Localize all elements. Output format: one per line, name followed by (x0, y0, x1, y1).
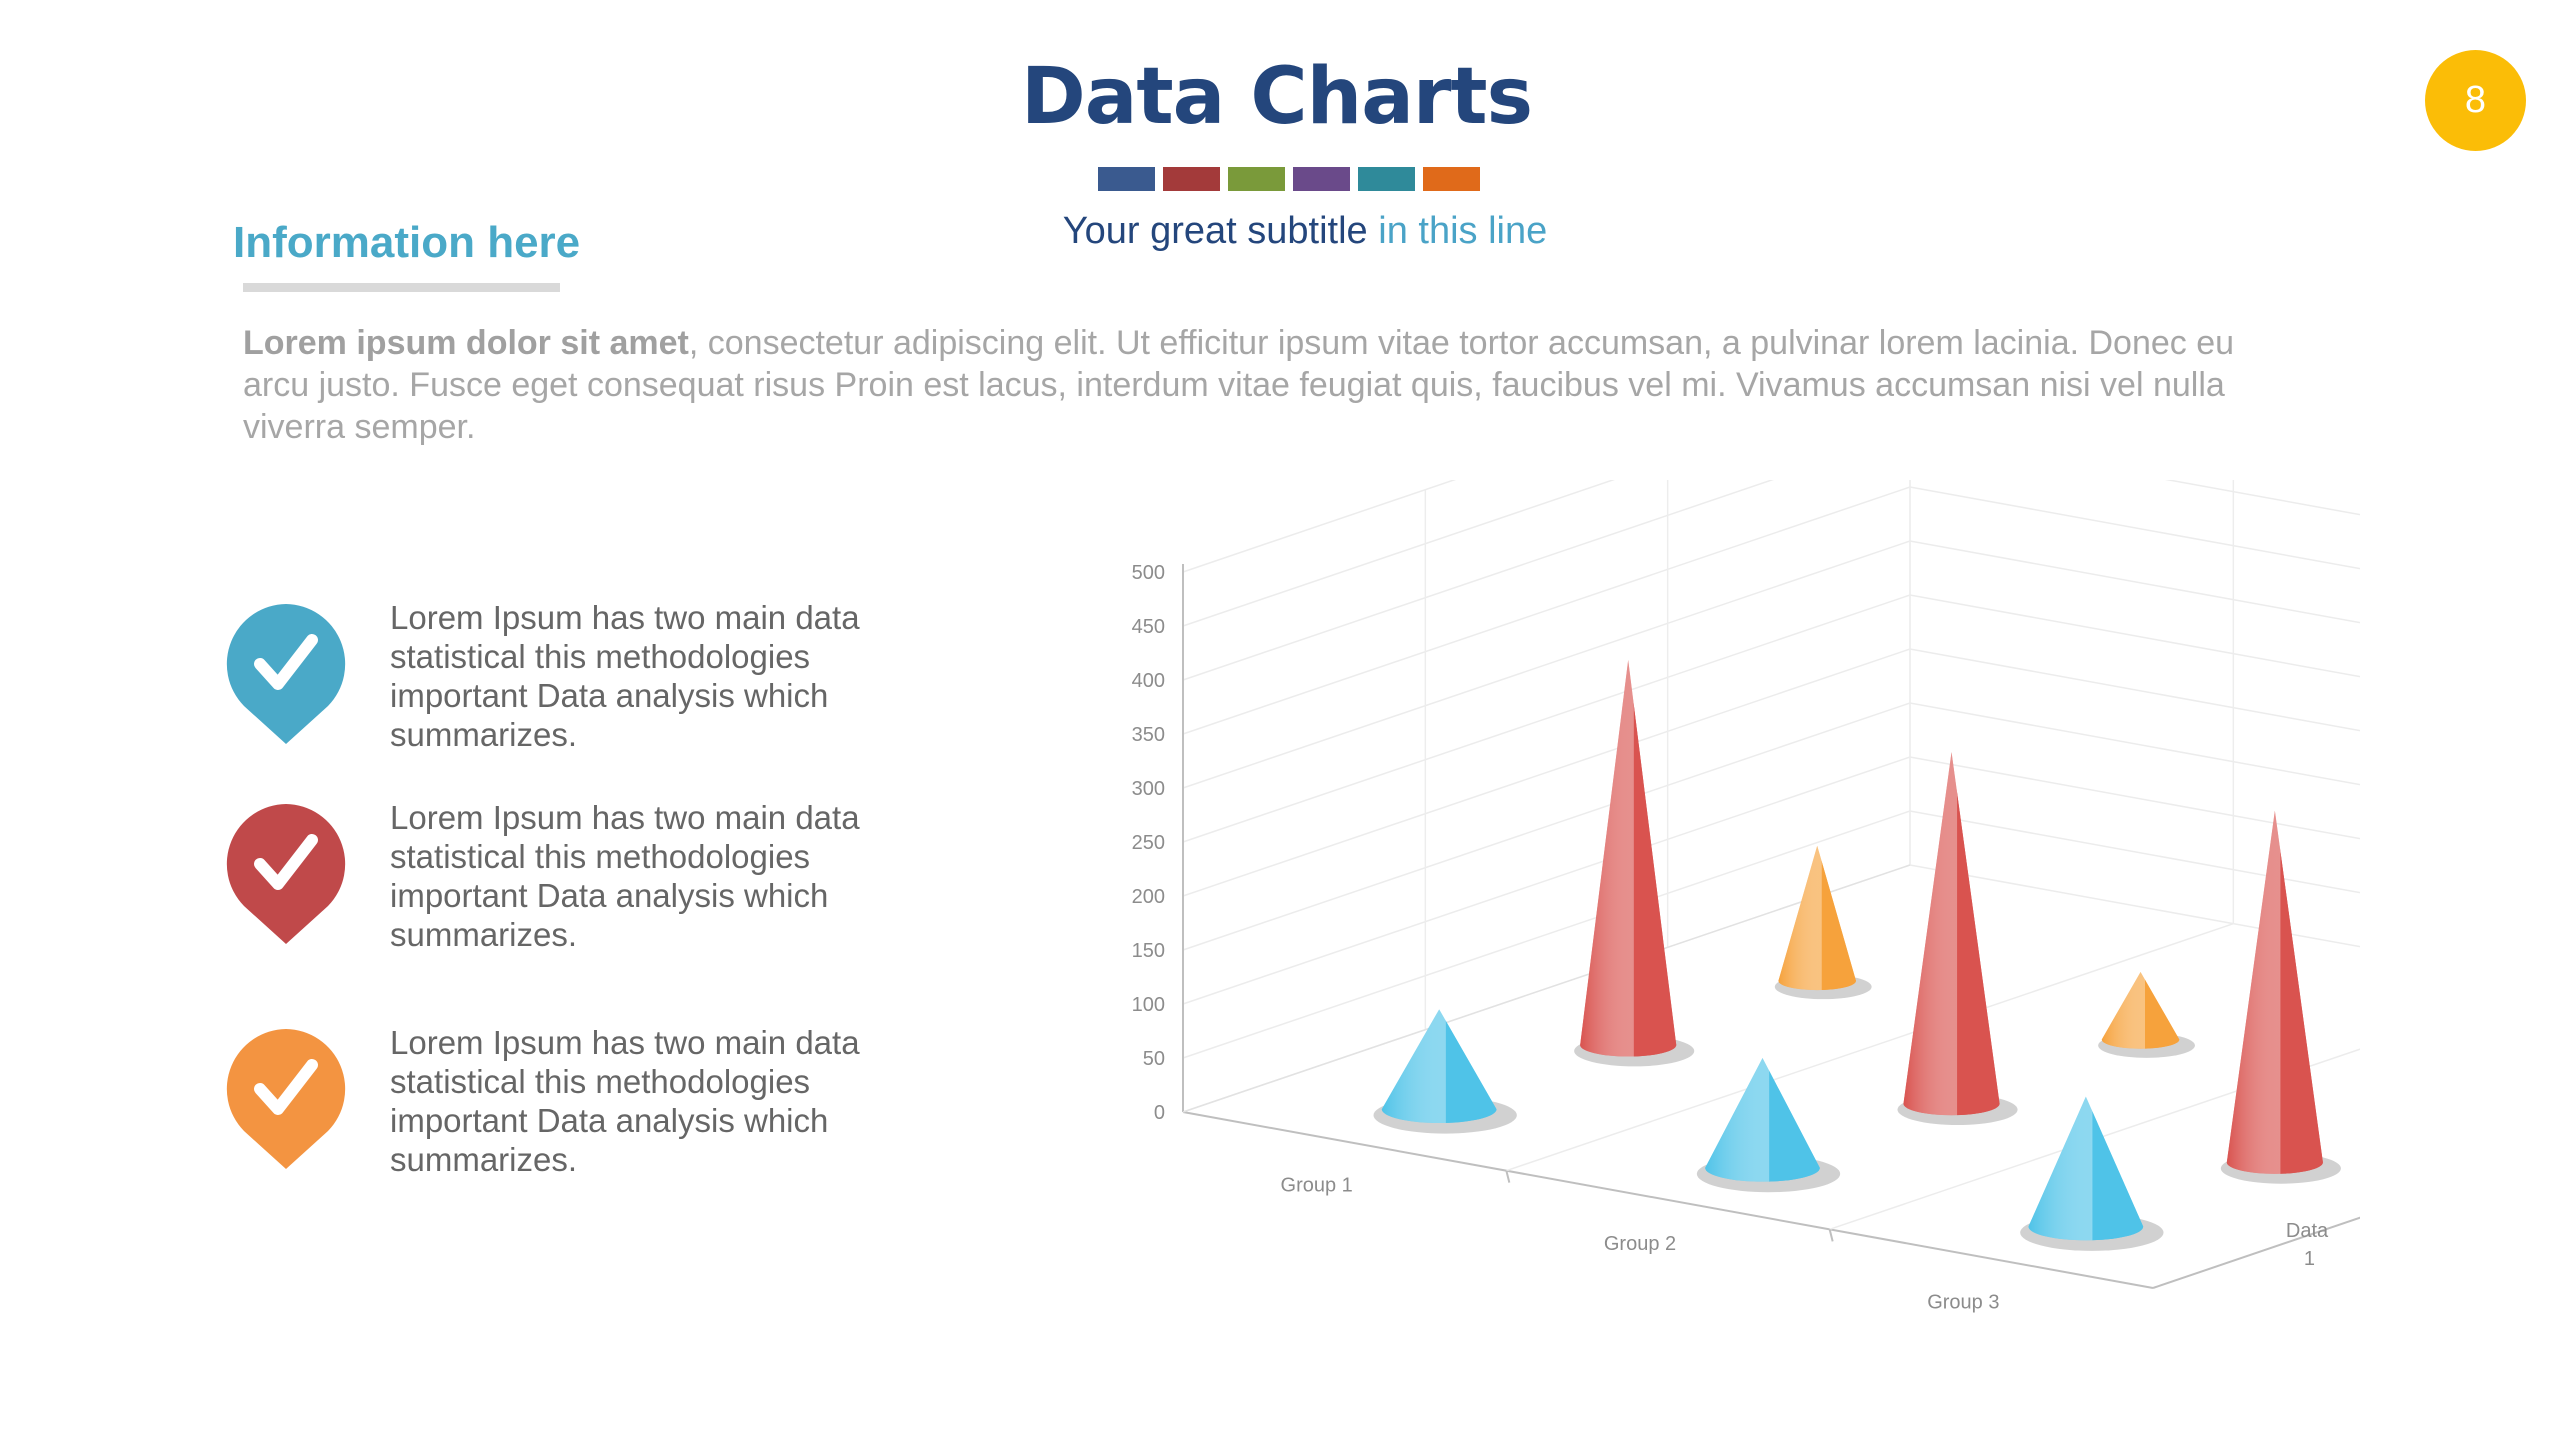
y-tick-label: 450 (1132, 616, 1165, 638)
y-tick-label: 150 (1132, 940, 1165, 962)
cone-chart: 0 50 100 150 200 250 300 350 400 450 500 Group 1 Gro… (1132, 480, 2360, 1314)
feature-text-2: Lorem Ipsum has two main data statistica… (390, 799, 860, 953)
feature-item-2: Lorem Ipsum has two main data statistica… (220, 798, 920, 953)
y-tick-label: 400 (1132, 670, 1165, 692)
subtitle-accent: in this line (1378, 210, 1548, 252)
page-subtitle: Your great subtitle in this line (0, 210, 2553, 253)
grid-line (1182, 594, 2360, 843)
grid-line (1182, 540, 2360, 789)
color-swatch-5 (1358, 167, 1415, 191)
page-number-badge: 8 (2425, 50, 2526, 151)
y-tick-label: 0 (1154, 1102, 1165, 1124)
color-swatch-4 (1293, 167, 1350, 191)
color-swatch-6 (1423, 167, 1480, 191)
grid-line (1182, 480, 1616, 627)
grid-line (1182, 810, 2360, 1059)
grid-line (1182, 648, 2360, 897)
feature-text-3: Lorem Ipsum has two main data statistica… (390, 1024, 860, 1178)
cone-data-2-group-2 (1897, 752, 2018, 1126)
info-paragraph: Lorem ipsum dolor sit amet, consectetur … (243, 322, 2243, 448)
cone-data-2-group-1 (1574, 659, 1695, 1067)
feature-item-1: Lorem Ipsum has two main data statistica… (220, 598, 920, 753)
page-title: Data Charts (1020, 52, 1533, 142)
y-tick-label: 300 (1132, 778, 1165, 800)
color-swatch-2 (1163, 167, 1220, 191)
info-lead-rest: , consectetur adipiscing elit. Ut effici… (243, 324, 2235, 446)
cone-data-3-group-2 (2098, 971, 2195, 1058)
cone-data-1-group-2 (1696, 1058, 1841, 1193)
cone-data-2-group-3 (2220, 810, 2341, 1184)
category-label: Group 3 (1927, 1292, 1999, 1314)
grid-line (1182, 480, 2360, 681)
grid-line (1182, 480, 1457, 573)
y-tick-label: 350 (1132, 724, 1165, 746)
x-tick (1828, 1229, 1834, 1242)
color-swatch-bar (1098, 167, 1480, 191)
category-label: Group 2 (1604, 1233, 1676, 1255)
category-label: Group 1 (1281, 1174, 1353, 1196)
x-axis-line (1182, 1111, 2154, 1289)
check-pin-icon (226, 1029, 346, 1169)
floor-divider (1829, 1048, 2360, 1231)
check-pin-icon (226, 804, 346, 944)
depth-label: Data 1 (2286, 1220, 2329, 1270)
info-heading: Information here (233, 218, 581, 267)
cone-data-1-group-1 (1373, 1009, 1517, 1134)
info-lead-bold: Lorem ipsum dolor sit amet (243, 324, 689, 362)
y-tick-label: 100 (1132, 994, 1165, 1016)
grid-line (1182, 486, 2360, 735)
y-tick-label: 500 (1132, 562, 1165, 584)
y-tick-label: 50 (1143, 1048, 1165, 1070)
subtitle-main: Your great subtitle (1062, 210, 1368, 252)
x-tick (1505, 1170, 1511, 1183)
y-tick-label: 250 (1132, 832, 1165, 854)
color-swatch-3 (1228, 167, 1285, 191)
floor-divider (1506, 922, 2234, 1172)
color-swatch-1 (1098, 167, 1155, 191)
info-underline (243, 283, 560, 292)
feature-text-1: Lorem Ipsum has two main data statistica… (390, 599, 860, 753)
depth-axis-line (2152, 1216, 2360, 1289)
check-pin-icon (226, 604, 346, 744)
y-tick-label: 200 (1132, 886, 1165, 908)
cone-data-3-group-1 (1774, 845, 1872, 1000)
grid-line (1182, 702, 2360, 951)
feature-item-3: Lorem Ipsum has two main data statistica… (220, 1023, 920, 1178)
floor-edge (1182, 864, 1911, 1113)
grid-line (1182, 864, 2360, 1113)
cone-data-1-group-3 (2020, 1096, 2164, 1251)
grid-line (1182, 756, 2360, 1005)
